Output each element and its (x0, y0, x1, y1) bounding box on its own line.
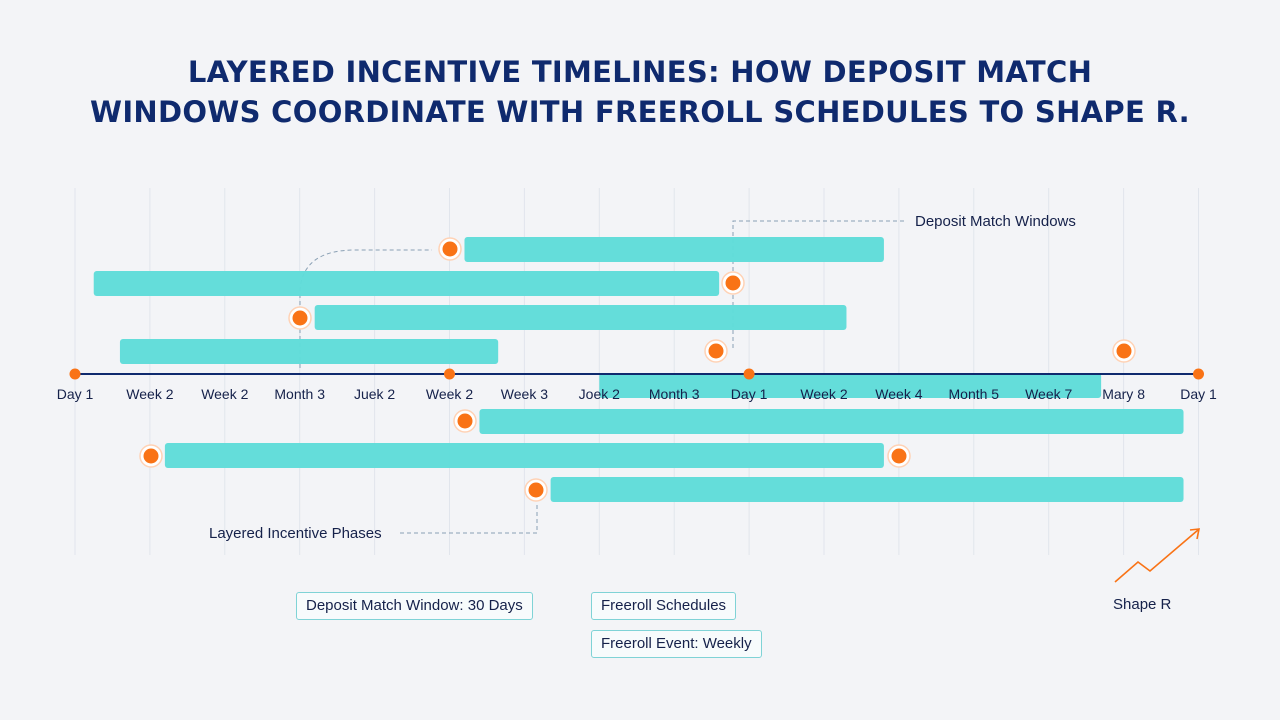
bar-markers (139, 237, 1136, 502)
legend-freeroll-schedules: Freeroll Schedules (591, 592, 737, 620)
axis-tick-label: Week 2 (126, 386, 173, 402)
incentive-bar (164, 443, 884, 468)
legend-deposit-match-window: Deposit Match Window: 30 Days (296, 592, 533, 620)
timeline-axis (69, 368, 1204, 380)
axis-tick-label: Week 7 (1025, 386, 1072, 402)
trend-up-icon (1114, 528, 1200, 583)
axis-marker-dot (69, 368, 81, 380)
incentive-bar (314, 305, 847, 330)
page-title: LAYERED INCENTIVE TIMELINES: HOW DEPOSIT… (0, 52, 1280, 132)
axis-tick-label: Week 4 (875, 386, 922, 402)
milestone-marker (288, 306, 312, 330)
axis-tick-labels: Day 1 Week 2 Week 2 Month 3 Juek 2 Week 2 Week… (57, 386, 1217, 402)
axis-marker-dot (743, 368, 755, 380)
milestone-marker (721, 271, 745, 295)
milestone-marker (453, 409, 477, 433)
axis-marker-dot (1193, 368, 1204, 380)
axis-tick-label: Day 1 (57, 386, 94, 402)
callout-layered-incentive-phases: Layered Incentive Phases (209, 525, 382, 542)
axis-tick-label: Week 2 (426, 386, 473, 402)
axis-tick-label: Month 3 (274, 386, 325, 402)
axis-tick-label: Juek 2 (354, 386, 395, 402)
incentive-bars (93, 237, 1184, 502)
milestone-marker (438, 237, 462, 261)
axis-tick-label: Day 1 (731, 386, 768, 402)
incentive-bar (93, 271, 720, 296)
incentive-bar (550, 477, 1184, 502)
incentive-bar (479, 409, 1184, 434)
axis-tick-label: Week 2 (201, 386, 248, 402)
milestone-marker (704, 339, 728, 363)
incentive-bar (464, 237, 884, 262)
milestone-marker (524, 478, 548, 502)
milestone-marker (887, 444, 911, 468)
axis-marker-dot (444, 368, 455, 380)
incentive-bar (599, 373, 1102, 398)
axis-tick-label: Day 1 (1180, 386, 1217, 402)
axis-tick-label: Week 2 (800, 386, 847, 402)
axis-tick-label: Joek 2 (579, 386, 620, 402)
connector-layered-phases (400, 505, 538, 534)
axis-tick-label: Month 5 (949, 386, 1000, 402)
axis-tick-label: Month 3 (649, 386, 700, 402)
milestone-marker (139, 444, 163, 468)
axis-tick-label: Week 3 (501, 386, 548, 402)
callout-deposit-match-windows: Deposit Match Windows (915, 213, 1076, 230)
axis-tick-label: Mary 8 (1102, 386, 1145, 402)
callout-shape-r: Shape R (1113, 596, 1172, 613)
legend-freeroll-event: Freeroll Event: Weekly (591, 630, 762, 658)
incentive-bar (119, 339, 499, 364)
milestone-marker (1112, 339, 1136, 363)
title-line-1: LAYERED INCENTIVE TIMELINES: HOW DEPOSIT… (187, 55, 1093, 89)
title-line-2: WINDOWS COORDINATE WITH FREEROLL SCHEDUL… (90, 95, 1190, 129)
